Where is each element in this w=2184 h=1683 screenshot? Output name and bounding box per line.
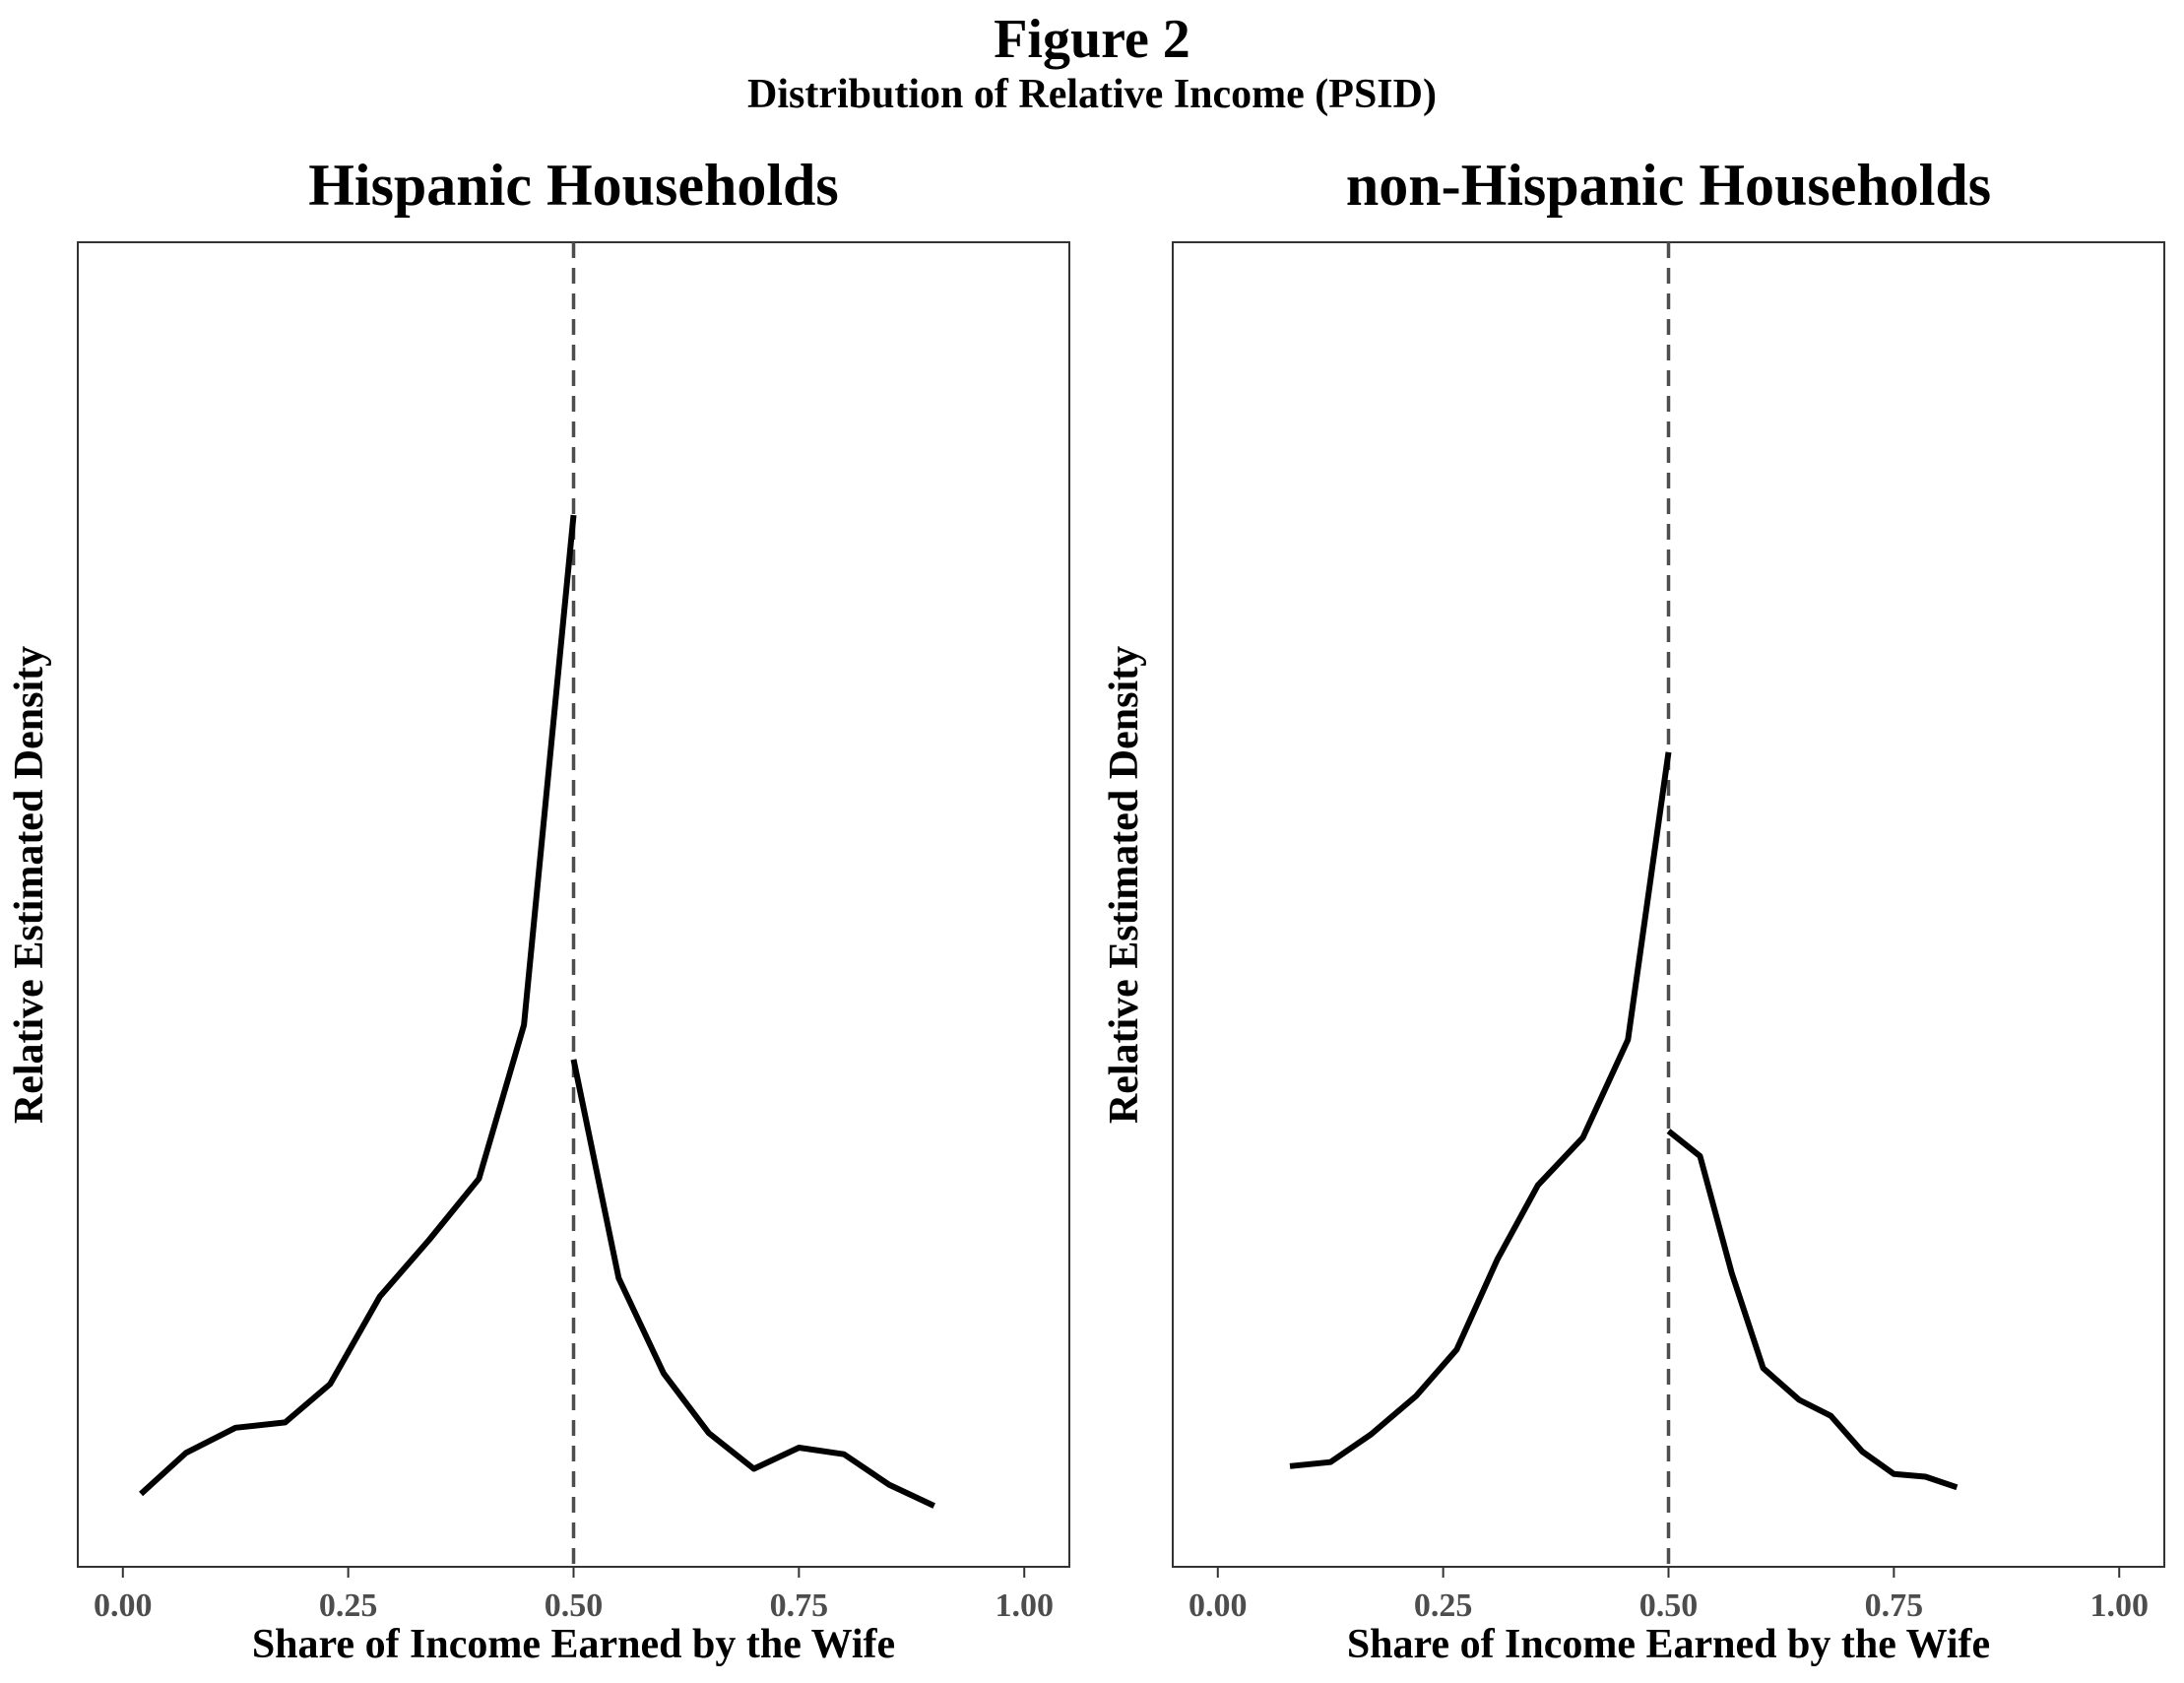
x-tick-label: 0.75 — [1865, 1587, 1924, 1624]
plot-frame — [77, 241, 1070, 1568]
density-line-segment-2 — [570, 1059, 935, 1509]
x-tick-label: 0.75 — [770, 1587, 829, 1624]
x-axis-label: Share of Income Earned by the Wife — [1347, 1622, 1990, 1667]
x-tick-label: 0.25 — [1414, 1587, 1473, 1624]
x-tick-label: 0.50 — [1639, 1587, 1699, 1624]
x-tick-label: 0.00 — [1188, 1587, 1248, 1624]
y-axis-label: Relative Estimated Density — [7, 646, 52, 1124]
y-axis-label: Relative Estimated Density — [1102, 646, 1147, 1124]
figure-subtitle: Distribution of Relative Income (PSID) — [747, 72, 1437, 117]
x-tick-label: 0.25 — [319, 1587, 378, 1624]
panel-title: Hispanic Households — [308, 153, 839, 218]
chart-panel-2: non-Hispanic Households 0.00 0.25 0.50 0.75 1… — [1102, 153, 2165, 1667]
figure-title: Figure 2 — [994, 9, 1190, 70]
density-line-segment-2 — [1666, 1129, 1959, 1491]
x-tick-label: 1.00 — [2089, 1587, 2149, 1624]
x-tick-label: 0.00 — [94, 1587, 153, 1624]
chart-panel-1: Hispanic Households 0.00 0.25 0.50 0.75 1.00 S… — [7, 153, 1070, 1667]
x-axis-label: Share of Income Earned by the Wife — [252, 1622, 895, 1667]
x-tick-label: 0.50 — [545, 1587, 604, 1624]
x-tick-label: 1.00 — [995, 1587, 1054, 1624]
density-line-segment-1 — [139, 514, 577, 1497]
density-line-segment-1 — [1289, 751, 1672, 1469]
panel-title: non-Hispanic Households — [1346, 153, 1991, 218]
plot-frame — [1172, 241, 2165, 1568]
